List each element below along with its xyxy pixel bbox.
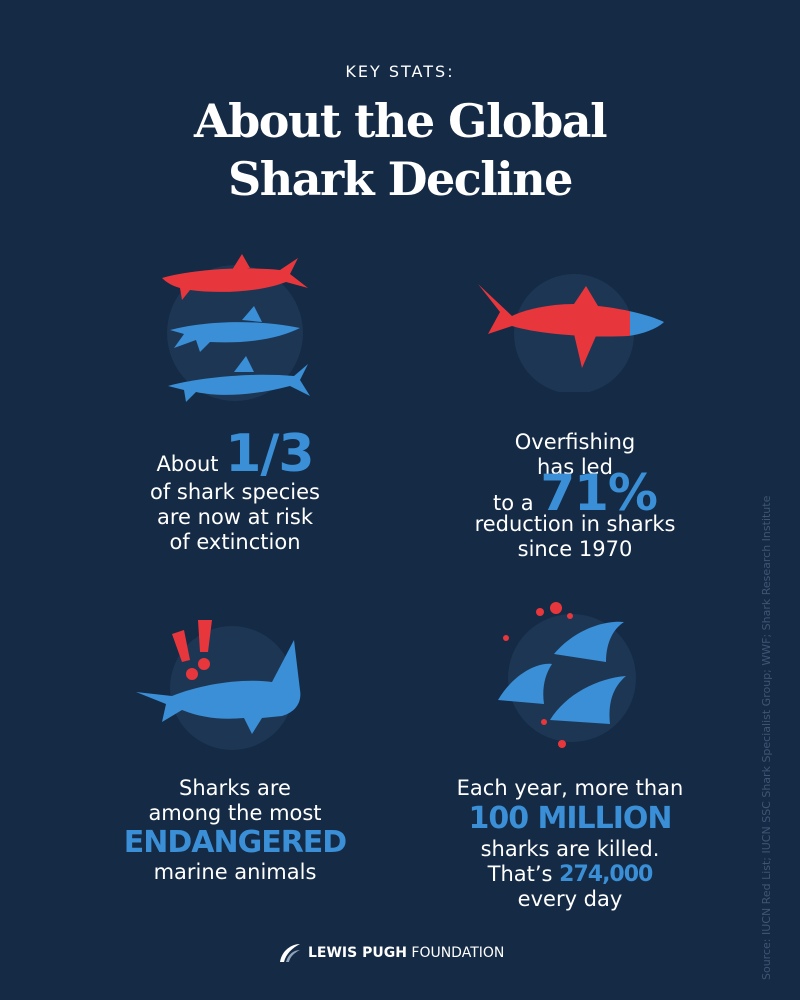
stat-number: 274,000 — [559, 862, 653, 887]
stat-one-third: About 1/3 of shark species are now at ri… — [120, 428, 350, 555]
stat-line: has led — [537, 455, 613, 479]
three-sharks-icon — [150, 248, 320, 422]
stat-line: are now at risk — [157, 505, 313, 529]
footer-brand: LEWIS PUGH FOUNDATION — [278, 942, 504, 964]
source-note: Source: IUCN Red List; IUCN SSC Shark Sp… — [760, 495, 773, 980]
stat-highlight: ENDANGERED — [123, 825, 347, 860]
stat-line: Each year, more than — [456, 776, 684, 800]
stat-line: Overfishing — [514, 430, 636, 454]
stat-text: to a — [493, 491, 541, 515]
stat-100-million: Each year, more than 100 MILLION sharks … — [420, 776, 720, 912]
stat-text: About — [156, 452, 226, 476]
stat-number: 71% — [540, 464, 658, 522]
shark-warning-icon — [132, 612, 312, 756]
stat-text: That’s — [487, 862, 560, 886]
title-line-2: Shark Decline — [228, 152, 573, 206]
page-title: About the Global Shark Decline — [0, 92, 800, 208]
foundation-logo-icon — [280, 944, 300, 962]
shark-fins-blood-icon — [494, 600, 644, 754]
title-line-1: About the Global — [193, 94, 608, 148]
shark-71-percent-icon — [478, 272, 668, 396]
kicker: KEY STATS: — [345, 62, 455, 81]
stat-71-percent: Overfishing has led to a 71% reduction i… — [430, 430, 720, 562]
stat-line: reduction in sharks — [474, 512, 676, 536]
stat-line: That’s 274,000 — [420, 862, 720, 887]
stat-highlight: 100 MILLION — [468, 801, 672, 836]
stat-line: of shark species — [150, 480, 320, 504]
footer-brand-bold: LEWIS PUGH — [308, 945, 407, 961]
stat-line: of extinction — [169, 530, 301, 554]
stat-line: About 1/3 — [120, 428, 350, 480]
stat-line: to a 71% — [430, 468, 720, 518]
stat-number: 1/3 — [225, 424, 314, 484]
stat-line: sharks are killed. — [480, 837, 660, 861]
footer-brand-rest: FOUNDATION — [406, 945, 505, 961]
stat-line: marine animals — [153, 860, 317, 884]
footer-brand-text: LEWIS PUGH FOUNDATION — [308, 945, 504, 961]
stat-line: since 1970 — [517, 537, 633, 561]
stat-endangered: Sharks are among the most ENDANGERED mar… — [110, 776, 360, 885]
stat-line: every day — [517, 887, 623, 911]
stat-line: among the most — [148, 801, 322, 825]
stat-line: Sharks are — [179, 776, 291, 800]
